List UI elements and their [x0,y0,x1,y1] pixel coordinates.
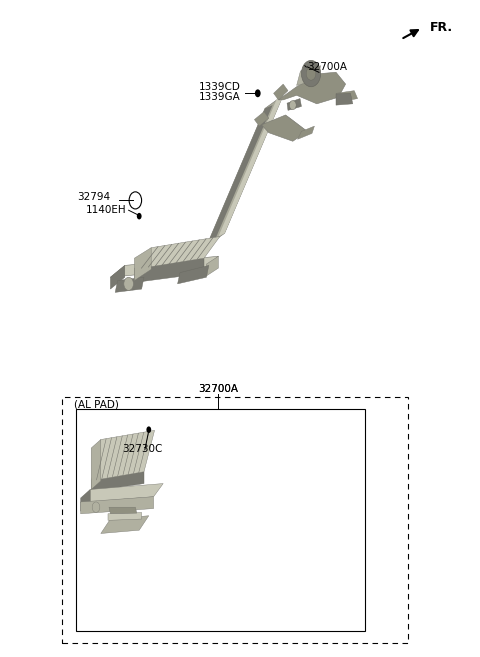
Text: 1339CD: 1339CD [199,81,241,92]
Bar [62,397,408,643]
Bar [76,409,365,631]
Polygon shape [206,95,283,246]
Polygon shape [274,84,288,100]
Polygon shape [336,93,353,105]
Circle shape [301,60,321,87]
Text: 32700A: 32700A [307,62,347,72]
Text: FR.: FR. [430,21,453,34]
Polygon shape [134,248,151,281]
Polygon shape [81,489,90,511]
Text: 32700A: 32700A [198,384,239,394]
Polygon shape [108,512,142,520]
Polygon shape [254,112,269,126]
Polygon shape [336,91,358,102]
Circle shape [137,213,142,219]
Polygon shape [109,507,137,514]
Polygon shape [286,115,312,135]
Polygon shape [278,72,346,104]
Text: 32700A: 32700A [198,384,239,394]
Circle shape [92,502,100,512]
Circle shape [255,89,261,97]
Polygon shape [110,265,125,289]
Polygon shape [91,440,101,489]
Polygon shape [115,277,144,292]
Polygon shape [134,237,220,269]
Polygon shape [287,99,301,110]
Polygon shape [206,256,218,276]
Circle shape [146,426,151,433]
Polygon shape [81,497,154,514]
Polygon shape [101,516,149,533]
Circle shape [289,101,296,110]
Text: 32794: 32794 [77,192,110,202]
Circle shape [124,277,133,290]
Polygon shape [110,256,218,277]
Text: (AL PAD): (AL PAD) [74,399,119,409]
Polygon shape [298,126,314,139]
Polygon shape [91,472,144,491]
Polygon shape [81,484,163,503]
Text: 1339GA: 1339GA [199,91,241,102]
Polygon shape [91,430,155,481]
Polygon shape [134,258,204,283]
Polygon shape [218,95,283,237]
Polygon shape [297,66,321,85]
Text: 1140EH: 1140EH [85,204,126,215]
Polygon shape [178,265,209,284]
Polygon shape [262,115,307,141]
Circle shape [306,67,316,80]
Text: 32730C: 32730C [122,444,163,455]
Polygon shape [206,105,273,246]
